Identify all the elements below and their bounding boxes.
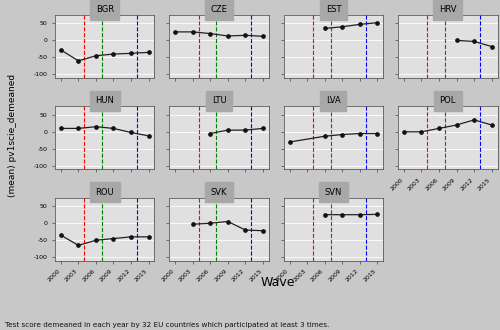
Title: HRV: HRV [439,5,456,14]
Title: SVN: SVN [324,188,342,197]
Text: (mean) pv1scie_demeaned: (mean) pv1scie_demeaned [8,74,17,197]
Title: BGR: BGR [96,5,114,14]
Title: LTU: LTU [212,96,226,106]
Title: CZE: CZE [210,5,228,14]
Text: Wave: Wave [260,276,295,289]
Title: POL: POL [440,96,456,106]
Title: HUN: HUN [96,96,114,106]
Text: Test score demeaned in each year by 32 EU countries which participated at least : Test score demeaned in each year by 32 E… [5,322,329,328]
Title: LVA: LVA [326,96,341,106]
Title: SVK: SVK [211,188,228,197]
Title: ROU: ROU [96,188,114,197]
Title: EST: EST [326,5,341,14]
